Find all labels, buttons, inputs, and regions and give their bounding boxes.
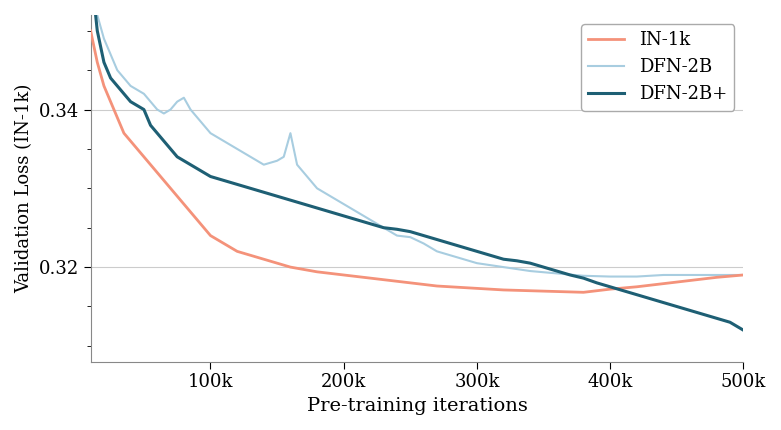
- IN-1k: [273, 261, 282, 266]
- IN-1k: [173, 194, 182, 199]
- DFN-2B: [279, 154, 288, 160]
- DFN-2B+: [186, 162, 195, 167]
- Legend: IN-1k, DFN-2B, DFN-2B+: IN-1k, DFN-2B, DFN-2B+: [581, 24, 734, 111]
- IN-1k: [459, 285, 469, 290]
- IN-1k: [192, 217, 201, 222]
- IN-1k: [112, 115, 122, 120]
- IN-1k: [405, 280, 415, 286]
- DFN-2B+: [99, 60, 109, 65]
- DFN-2B: [206, 131, 216, 136]
- DFN-2B+: [739, 328, 748, 333]
- DFN-2B+: [526, 261, 535, 266]
- IN-1k: [499, 287, 508, 292]
- DFN-2B+: [146, 123, 155, 128]
- IN-1k: [419, 282, 428, 287]
- IN-1k: [299, 267, 308, 272]
- IN-1k: [686, 278, 695, 283]
- X-axis label: Pre-training iterations: Pre-training iterations: [306, 397, 527, 415]
- IN-1k: [712, 275, 722, 280]
- DFN-2B+: [126, 99, 135, 104]
- IN-1k: [186, 209, 195, 215]
- IN-1k: [658, 281, 668, 286]
- IN-1k: [366, 276, 375, 281]
- IN-1k: [139, 154, 148, 160]
- DFN-2B: [739, 272, 748, 277]
- IN-1k: [179, 202, 188, 207]
- IN-1k: [99, 83, 109, 89]
- IN-1k: [312, 269, 322, 274]
- IN-1k: [159, 178, 169, 183]
- IN-1k: [233, 249, 242, 254]
- IN-1k: [473, 286, 482, 291]
- IN-1k: [166, 186, 175, 191]
- IN-1k: [579, 290, 588, 295]
- IN-1k: [259, 257, 269, 262]
- IN-1k: [552, 289, 562, 294]
- IN-1k: [739, 272, 748, 277]
- IN-1k: [246, 253, 255, 258]
- DFN-2B: [605, 274, 615, 279]
- IN-1k: [119, 131, 129, 136]
- IN-1k: [446, 284, 455, 289]
- IN-1k: [93, 60, 102, 65]
- Line: IN-1k: IN-1k: [91, 31, 744, 292]
- Line: DFN-2B+: DFN-2B+: [91, 0, 744, 330]
- IN-1k: [352, 274, 362, 279]
- IN-1k: [392, 279, 401, 284]
- IN-1k: [219, 241, 229, 246]
- IN-1k: [126, 138, 135, 144]
- IN-1k: [86, 28, 95, 34]
- IN-1k: [432, 283, 441, 289]
- DFN-2B+: [366, 221, 375, 226]
- IN-1k: [199, 225, 209, 230]
- IN-1k: [206, 233, 216, 238]
- IN-1k: [605, 286, 615, 292]
- IN-1k: [339, 272, 348, 277]
- IN-1k: [152, 170, 162, 175]
- IN-1k: [326, 271, 335, 276]
- IN-1k: [133, 146, 142, 151]
- DFN-2B: [658, 272, 668, 277]
- IN-1k: [379, 277, 388, 282]
- IN-1k: [146, 162, 155, 167]
- Y-axis label: Validation Loss (IN-1k): Validation Loss (IN-1k): [15, 83, 33, 293]
- IN-1k: [632, 284, 641, 289]
- DFN-2B: [112, 68, 122, 73]
- DFN-2B: [339, 202, 348, 207]
- Line: DFN-2B: DFN-2B: [91, 0, 744, 276]
- IN-1k: [286, 264, 295, 270]
- IN-1k: [526, 288, 535, 293]
- DFN-2B: [366, 217, 375, 222]
- IN-1k: [106, 99, 116, 104]
